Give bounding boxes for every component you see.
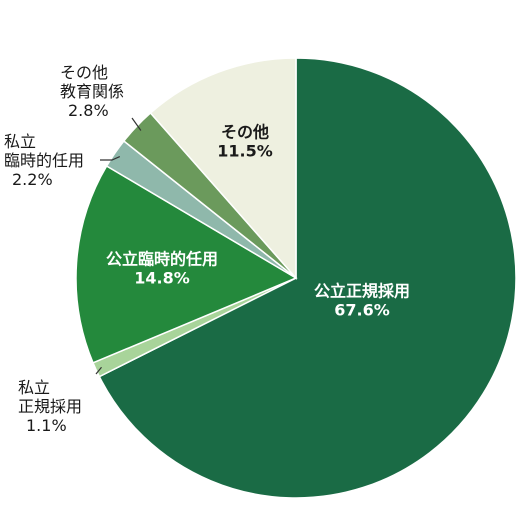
- slice-name-line: その他: [60, 63, 108, 82]
- slice-labels: 公立正規採用 67.6%私立正規採用 1.1%公立臨時的任用 14.8%私立臨時的任用…: [4, 63, 410, 435]
- slice-name-line: 私立: [4, 132, 36, 151]
- slice-label-5: その他 11.5%: [217, 123, 273, 161]
- leader-line-1: [95, 366, 102, 375]
- slice-name-line: 教育関係: [60, 82, 124, 101]
- slice-name-line: その他: [221, 123, 269, 142]
- slice-label-1: 私立正規採用 1.1%: [18, 378, 82, 435]
- slice-percent: 11.5%: [217, 142, 273, 161]
- pie-slice-2: [75, 164, 298, 364]
- slice-percent: 2.2%: [12, 170, 53, 189]
- leader-lines: [95, 117, 142, 375]
- slice-name-line: 公立臨時的任用: [106, 250, 218, 269]
- slice-percent: 67.6%: [334, 301, 390, 320]
- slice-name-line: 公立正規採用: [314, 282, 410, 301]
- pie-slice-0: [98, 57, 517, 499]
- slice-name-line: 私立: [18, 378, 50, 397]
- slice-label-0: 公立正規採用 67.6%: [314, 282, 410, 320]
- pie-slices: [75, 57, 517, 499]
- slice-percent: 1.1%: [26, 416, 67, 435]
- slice-percent: 14.8%: [134, 269, 190, 288]
- leader-line-3: [100, 156, 121, 161]
- slice-name-line: 正規採用: [18, 397, 82, 416]
- slice-label-3: 私立臨時的任用 2.2%: [4, 132, 84, 189]
- pie-slice-5: [149, 57, 297, 280]
- slice-label-4: その他教育関係 2.8%: [60, 63, 124, 120]
- slice-name-line: 臨時的任用: [4, 151, 84, 170]
- slice-label-2: 公立臨時的任用 14.8%: [106, 250, 218, 288]
- slice-percent: 2.8%: [68, 101, 109, 120]
- leader-line-4: [131, 117, 142, 131]
